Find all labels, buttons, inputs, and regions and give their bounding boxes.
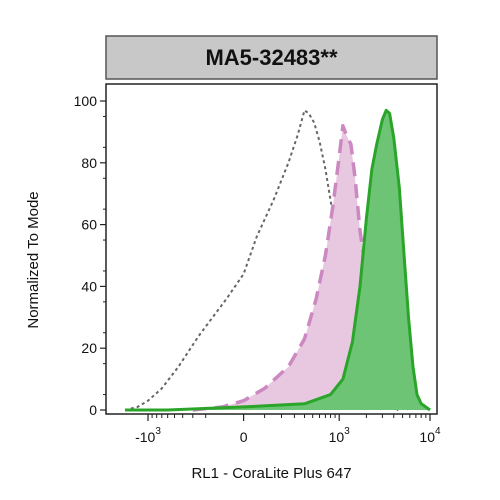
x-tick-label: -103 [135, 426, 161, 445]
series-layer [124, 108, 431, 412]
title-banner [105, 35, 438, 80]
series-antibody-area [125, 110, 430, 411]
y-tick-label: 20 [81, 340, 97, 356]
y-axis-label: Normalized To Mode [25, 191, 42, 328]
y-tick-label: 0 [89, 402, 97, 418]
x-axis-label: RL1 - CoraLite Plus 647 [191, 465, 351, 482]
x-tick-label: 0 [240, 429, 248, 445]
y-tick-label: 40 [81, 278, 97, 294]
y-axis: 0 20 40 60 80 100 [74, 93, 106, 418]
y-tick-label: 80 [81, 155, 97, 171]
series-antibody-line [125, 108, 431, 412]
chart-title: MA5-32483** [205, 45, 338, 70]
x-tick-label: 104 [419, 426, 441, 445]
x-axis: -103 0 103 104 [135, 414, 441, 445]
y-tick-label: 100 [74, 93, 98, 109]
plot-frame [105, 83, 438, 415]
x-tick-label: 103 [329, 426, 351, 445]
y-tick-label: 60 [81, 217, 97, 233]
